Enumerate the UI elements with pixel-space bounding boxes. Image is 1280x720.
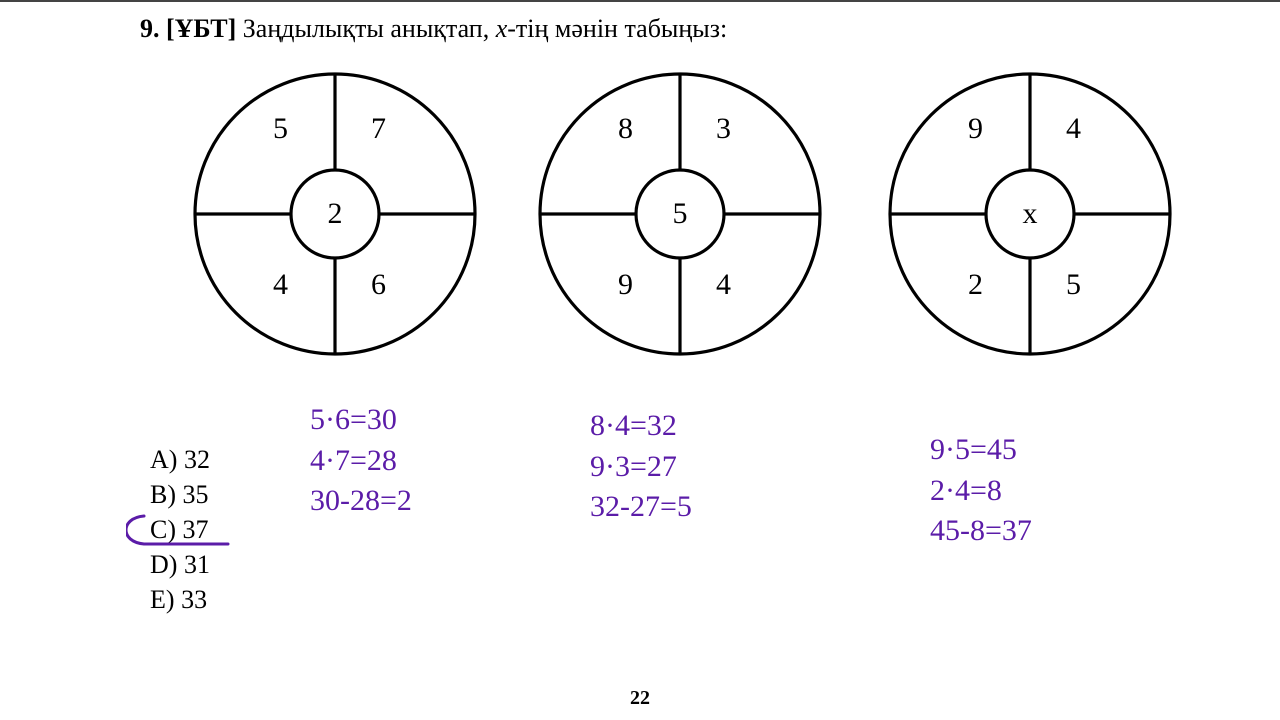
hw-col1-line1: 5·6=30 — [310, 400, 412, 441]
circle-3-br: 5 — [1066, 268, 1081, 302]
option-b-value: 35 — [183, 480, 209, 509]
circle-1-bl: 4 — [273, 268, 288, 302]
circle-2-bl: 9 — [618, 268, 633, 302]
hw-col2-line2: 9·3=27 — [590, 447, 692, 488]
question-number: 9. — [140, 14, 160, 43]
circle-3-bl: 2 — [968, 268, 983, 302]
hw-col1-line2: 4·7=28 — [310, 441, 412, 482]
circle-1-tr: 7 — [371, 112, 386, 146]
option-b-key: B — [150, 480, 167, 509]
handwriting-col-1: 5·6=30 4·7=28 30-28=2 — [310, 400, 412, 522]
circle-2-tl: 8 — [618, 112, 633, 146]
circle-3-tr: 4 — [1066, 112, 1081, 146]
hw-col3-line1: 9·5=45 — [930, 430, 1032, 471]
option-e-key: E — [150, 585, 166, 614]
top-border — [0, 0, 1280, 2]
page-number: 22 — [630, 687, 650, 710]
circle-1-tl: 5 — [273, 112, 288, 146]
circle-3-center: x — [1023, 197, 1038, 231]
circle-2-br: 4 — [716, 268, 731, 302]
circle-3: 9 4 2 5 x — [880, 64, 1180, 364]
circle-2: 8 3 9 4 5 — [530, 64, 830, 364]
circle-3-tl: 9 — [968, 112, 983, 146]
option-d-value: 31 — [184, 550, 210, 579]
circle-1-center: 2 — [328, 197, 343, 231]
circle-1: 5 7 4 6 2 — [185, 64, 485, 364]
circle-2-tr: 3 — [716, 112, 731, 146]
question-text-after: -тің мәнін табыңыз: — [507, 14, 727, 43]
question-text-before: Заңдылықты анықтап, — [243, 14, 496, 43]
option-e: E) 33 — [150, 582, 210, 617]
handwriting-col-3: 9·5=45 2·4=8 45-8=37 — [930, 430, 1032, 552]
answer-options: A) 32 B) 35 C) 37 D) 31 E) 33 — [150, 442, 210, 617]
option-c-circle-mark — [126, 512, 236, 548]
option-d-key: D — [150, 550, 169, 579]
question-line: 9. [ҰБТ] Заңдылықты анықтап, x-тің мәнін… — [140, 14, 727, 44]
option-a-value: 32 — [184, 445, 210, 474]
option-b: B) 35 — [150, 477, 210, 512]
handwriting-col-2: 8·4=32 9·3=27 32-27=5 — [590, 406, 692, 528]
circle-2-center: 5 — [673, 197, 688, 231]
hw-col3-line3: 45-8=37 — [930, 511, 1032, 552]
hw-col2-line3: 32-27=5 — [590, 487, 692, 528]
circle-1-br: 6 — [371, 268, 386, 302]
option-d: D) 31 — [150, 547, 210, 582]
question-x: x — [496, 14, 508, 43]
option-e-value: 33 — [181, 585, 207, 614]
circles-row: 5 7 4 6 2 8 3 9 4 5 — [0, 64, 1280, 374]
hw-col1-line3: 30-28=2 — [310, 481, 412, 522]
page: 9. [ҰБТ] Заңдылықты анықтап, x-тің мәнін… — [0, 0, 1280, 720]
hw-col3-line2: 2·4=8 — [930, 471, 1032, 512]
hw-col2-line1: 8·4=32 — [590, 406, 692, 447]
question-tag: [ҰБТ] — [166, 14, 236, 43]
option-a-key: A — [150, 445, 169, 474]
option-a: A) 32 — [150, 442, 210, 477]
option-c: C) 37 — [150, 512, 210, 547]
